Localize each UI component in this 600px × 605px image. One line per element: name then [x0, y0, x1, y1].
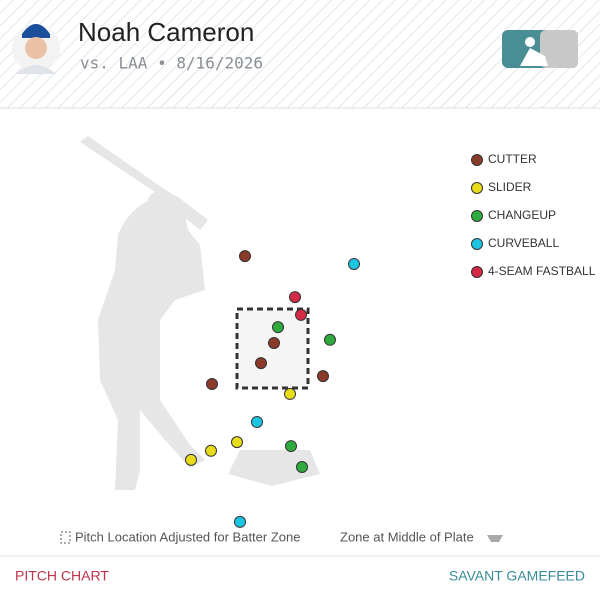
pitch-dot: [205, 444, 217, 457]
zone-icon: [60, 531, 71, 544]
pitch-dot: [317, 370, 329, 383]
pitch-dot: [206, 378, 218, 391]
legend-swatch: [471, 210, 483, 222]
pitch-dot: [185, 453, 197, 466]
pitch-dot: [255, 357, 267, 370]
pitch-dot: [295, 308, 307, 321]
game-info: vs. LAA • 8/16/2026: [80, 54, 263, 73]
batter-silhouette: [80, 136, 208, 490]
legend-label: CUTTER: [488, 152, 537, 166]
footer-tab[interactable]: PITCH CHART: [15, 568, 109, 584]
pitch-dot: [268, 336, 280, 349]
legend-swatch: [471, 266, 483, 278]
legend-label: CHANGEUP: [488, 208, 556, 222]
footer-link[interactable]: SAVANT GAMEFEED: [449, 568, 585, 584]
pitch-dot: [231, 436, 243, 449]
plate-icon: [487, 535, 503, 542]
legend-swatch: [471, 182, 483, 194]
player-avatar: [12, 24, 60, 74]
pitch-dot: [251, 415, 263, 428]
pitch-dot: [272, 321, 284, 334]
legend-label: 4-SEAM FASTBALL: [488, 264, 596, 278]
pitch-dot: [348, 257, 360, 270]
legend-label: CURVEBALL: [488, 236, 559, 250]
legend-swatch: [471, 238, 483, 250]
home-plate: [228, 450, 320, 486]
pitch-dot: [289, 291, 301, 304]
pitch-dot: [234, 515, 246, 528]
note: Pitch Location Adjusted for Batter Zone: [75, 529, 300, 544]
legend-label: SLIDER: [488, 180, 532, 194]
pitch-dot: [324, 333, 336, 346]
pitch-dot: [285, 440, 297, 453]
pitch-dot: [239, 250, 251, 263]
pitch-dot: [296, 461, 308, 473]
header-bg: [0, 0, 600, 108]
mlb-logo: [502, 30, 578, 68]
pitch-dot: [284, 387, 296, 400]
legend-swatch: [471, 154, 483, 166]
note: Zone at Middle of Plate: [340, 529, 474, 544]
player-name: Noah Cameron: [78, 17, 254, 47]
